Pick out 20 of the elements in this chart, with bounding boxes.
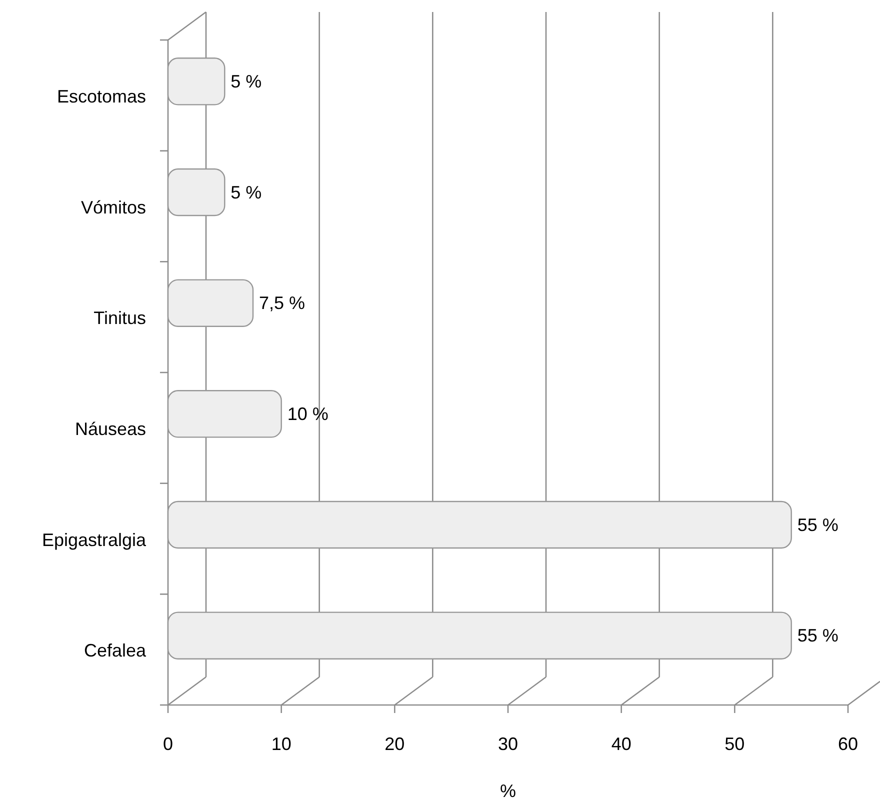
data-label: 5 % (230, 182, 262, 202)
x-tick-label: 20 (384, 734, 405, 754)
data-label: 55 % (797, 514, 838, 535)
x-tick-label: 60 (838, 734, 858, 754)
data-label: 55 % (797, 626, 838, 646)
y-tick-label: Escotomas (56, 86, 146, 106)
x-tick-label: 40 (611, 734, 632, 754)
y-tick-label: Cefalea (84, 640, 147, 661)
y-tick-label: Náuseas (74, 418, 146, 439)
y-tick-label: Epigastralgia (42, 530, 147, 550)
data-label: 10 % (287, 404, 328, 424)
x-tick-label: 30 (498, 734, 518, 754)
y-tick-label: Tinitus (94, 308, 146, 328)
data-label: 5 % (230, 71, 262, 92)
x-tick-label: 0 (162, 734, 174, 754)
data-label: 7,5 % (259, 293, 306, 314)
y-tick-label: Vómitos (80, 197, 146, 218)
x-tick-label: 10 (271, 734, 292, 754)
x-axis-title: % (500, 781, 516, 801)
x-tick-label: 50 (724, 734, 745, 754)
